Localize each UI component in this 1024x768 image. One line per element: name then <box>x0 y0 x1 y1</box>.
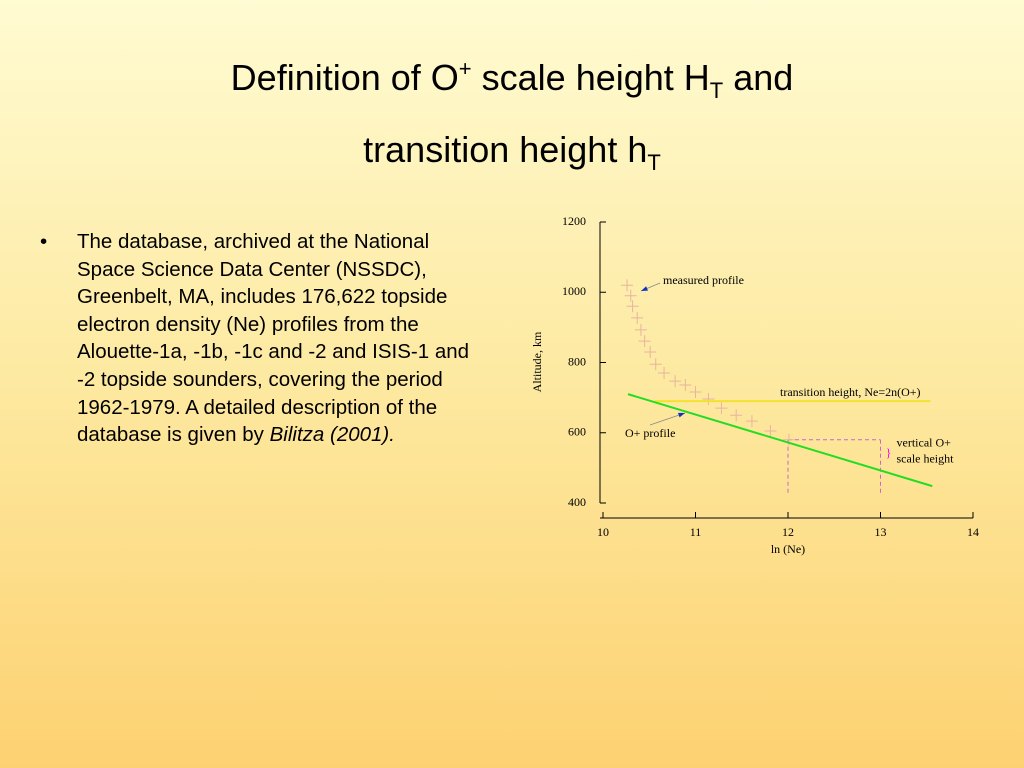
title-sub: T <box>709 78 724 103</box>
slide-title: Definition of O+ scale height HT and tra… <box>0 42 1024 186</box>
data-point <box>702 393 715 406</box>
title-text: and <box>723 57 794 98</box>
x-tick-label: 12 <box>782 525 794 539</box>
data-point <box>626 300 639 313</box>
data-point <box>631 311 644 324</box>
data-point <box>658 367 671 380</box>
bullet-text: The database, archived at the National S… <box>77 230 470 447</box>
line <box>627 393 933 488</box>
data-point <box>745 415 758 428</box>
data-point <box>624 289 637 302</box>
arrow-head <box>678 412 685 418</box>
series-label: O+ profile <box>625 426 675 440</box>
data-point <box>679 378 692 391</box>
title-line: Definition of O+ scale height HT and <box>0 42 1024 114</box>
data-point <box>638 335 651 348</box>
series-label: measured profile <box>663 273 744 287</box>
y-tick-label: 400 <box>568 495 586 509</box>
x-axis-label: ln (Ne) <box>771 542 805 556</box>
data-point <box>764 424 777 437</box>
title-text: transition height h <box>363 129 648 170</box>
data-point <box>621 279 634 292</box>
data-point <box>715 402 728 415</box>
brace: } <box>886 446 892 460</box>
annotation-text: vertical O+ <box>897 436 952 450</box>
y-tick-label: 600 <box>568 425 586 439</box>
citation: Bilitza (2001). <box>269 423 395 447</box>
title-line: transition height hT <box>0 114 1024 186</box>
annotation-text: scale height <box>897 452 955 466</box>
y-tick-label: 1200 <box>562 214 586 228</box>
y-axis-label: Altitude, km <box>530 331 544 392</box>
data-point <box>689 386 702 399</box>
arrow-head <box>641 286 648 291</box>
data-point <box>634 323 647 336</box>
data-point <box>669 375 682 388</box>
data-point <box>644 345 657 358</box>
bullet-item: • The database, archived at the National … <box>40 228 486 449</box>
title-sub: T <box>647 150 661 175</box>
title-sup: + <box>458 56 472 81</box>
bullet-dot: • <box>40 230 48 253</box>
y-tick-label: 1000 <box>562 284 586 298</box>
x-tick-label: 11 <box>690 525 702 539</box>
data-point <box>730 409 743 422</box>
x-tick-label: 10 <box>597 525 609 539</box>
x-tick-label: 14 <box>967 525 979 539</box>
data-point <box>649 358 662 371</box>
y-tick-label: 800 <box>568 354 586 368</box>
title-text: Definition of O <box>230 57 459 98</box>
series-label: transition height, Ne=2n(O+) <box>780 385 921 399</box>
title-text: scale height H <box>471 57 710 98</box>
x-tick-label: 13 <box>875 525 887 539</box>
